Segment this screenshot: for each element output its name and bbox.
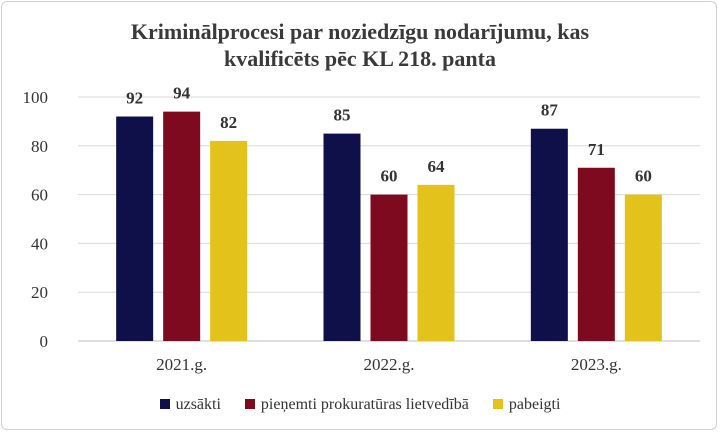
y-tick-label: 80	[31, 137, 48, 156]
legend-label-pienemti: pieņemti prokuratūras lietvedībā	[260, 396, 469, 413]
category-label: 2023.g.	[571, 355, 622, 374]
legend-label-uzsakti: uzsākti	[175, 396, 221, 413]
legend-swatch-pabeigti	[492, 399, 503, 409]
y-tick-label: 60	[31, 186, 48, 205]
bar	[323, 133, 361, 341]
bar	[116, 116, 154, 342]
category-label: 2021.g.	[156, 355, 207, 374]
data-label: 64	[428, 157, 446, 176]
legend-item-pienemti: pieņemti prokuratūras lietvedībā	[244, 396, 469, 414]
y-tick-label: 0	[40, 332, 49, 351]
legend-item-uzsakti: uzsākti	[159, 396, 221, 414]
y-tick-label: 20	[31, 283, 48, 302]
chart-title-line-2: kvalificēts pēc KL 218. panta	[224, 46, 496, 71]
data-label: 85	[334, 106, 351, 125]
data-label: 87	[541, 101, 559, 120]
data-label: 60	[381, 167, 398, 186]
bar	[577, 167, 615, 341]
bar	[624, 194, 662, 341]
data-label: 82	[220, 113, 237, 132]
chart-title-line-1: Kriminālprocesi par noziedzīgu nodarījum…	[130, 19, 590, 44]
legend-label-pabeigti: pabeigti	[508, 396, 561, 413]
bar	[163, 111, 201, 341]
legend: uzsākti pieņemti prokuratūras lietvedībā…	[0, 396, 720, 414]
bar	[370, 194, 408, 341]
y-tick-label: 100	[23, 88, 49, 107]
legend-swatch-pienemti	[244, 399, 255, 409]
bar	[210, 140, 248, 341]
data-label: 94	[173, 84, 191, 103]
bar	[417, 184, 455, 341]
data-label: 92	[126, 89, 143, 108]
legend-swatch-uzsakti	[159, 399, 170, 409]
bar	[530, 128, 568, 341]
category-label: 2022.g.	[364, 355, 415, 374]
chart-title: Kriminālprocesi par noziedzīgu nodarījum…	[0, 18, 720, 72]
data-label: 60	[635, 167, 652, 186]
y-tick-label: 40	[31, 234, 48, 253]
data-label: 71	[588, 140, 605, 159]
legend-item-pabeigti: pabeigti	[492, 396, 561, 414]
